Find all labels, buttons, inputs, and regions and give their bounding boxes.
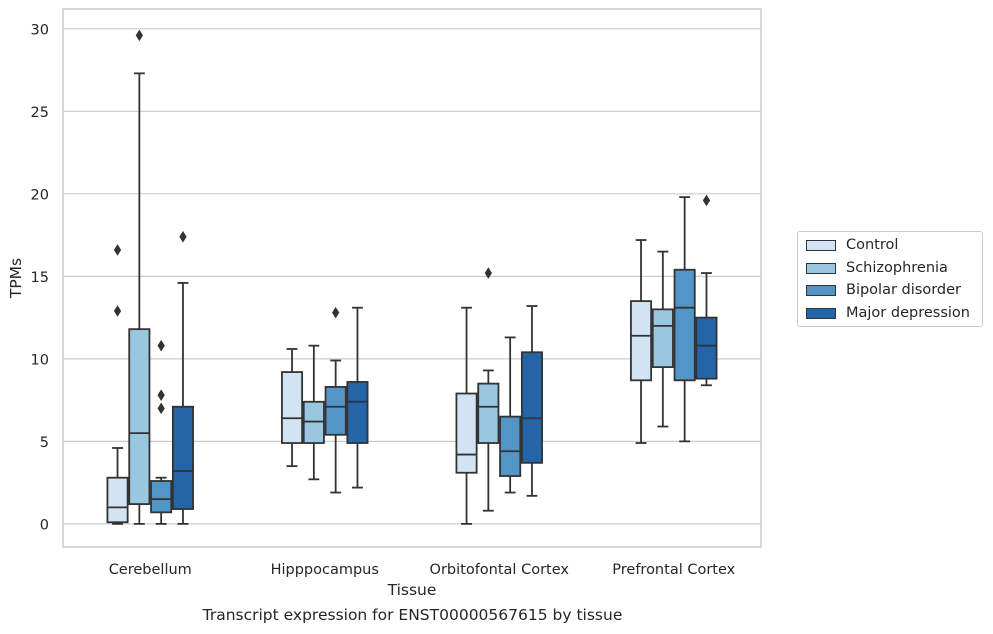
box-cerebellum-control-outlier-0 — [113, 305, 122, 317]
box-prefrontal-cortex-major-depression-outlier-0 — [702, 194, 711, 207]
y-tick-label-25: 25 — [31, 105, 49, 121]
legend-label-major-depression: Major depression — [846, 305, 970, 321]
box-orbitofontal-cortex-control-iqr — [455, 392, 478, 474]
chart-legend: Control Schizophrenia Bipolar disorder M… — [797, 231, 983, 327]
box-cerebellum-schizophrenia — [128, 29, 151, 525]
box-cerebellum-bipolar-disorder-outlier-1 — [157, 389, 165, 402]
grid-lines — [63, 28, 761, 525]
y-axis-label: TPMs — [7, 258, 25, 299]
legend-item-bipolar-disorder: Bipolar disorder — [806, 281, 961, 299]
legend-swatch-control — [806, 239, 836, 251]
box-orbitofontal-cortex-schizophrenia — [477, 267, 500, 512]
box-plot-area — [106, 29, 718, 525]
box-cerebellum-bipolar-disorder-outlier-2 — [157, 339, 165, 352]
box-cerebellum-control-outlier-1 — [113, 244, 122, 256]
box-hipppocampus-major-depression — [346, 306, 369, 489]
legend-swatch-bipolar-disorder — [806, 284, 836, 296]
box-cerebellum-schizophrenia-outlier-0 — [135, 29, 144, 42]
legend-swatch-schizophrenia — [806, 262, 836, 274]
x-tick-label-prefrontal-cortex: Prefrontal Cortex — [612, 562, 735, 578]
box-orbitofontal-cortex-schizophrenia-iqr — [477, 382, 500, 444]
y-tick-label-20: 20 — [31, 187, 49, 203]
x-axis-ticks: Cerebellum Hipppocampus Orbitofontal Corte… — [109, 562, 736, 578]
box-cerebellum-bipolar-disorder-outlier-0 — [157, 402, 165, 415]
box-cerebellum-major-depression-iqr — [171, 405, 194, 510]
box-hipppocampus-bipolar-disorder — [324, 306, 347, 494]
box-orbitofontal-cortex-schizophrenia-outlier-0 — [484, 267, 493, 279]
y-tick-label-5: 5 — [40, 435, 49, 451]
x-tick-label-orbitofontal-cortex: Orbitofontal Cortex — [430, 562, 570, 578]
legend-item-major-depression: Major depression — [806, 304, 970, 322]
box-cerebellum-schizophrenia-iqr — [128, 328, 151, 505]
x-tick-label-hipppocampus: Hipppocampus — [271, 562, 379, 578]
plot-frame — [62, 8, 762, 548]
figure-caption: Transcript expression for ENST0000056761… — [202, 606, 623, 624]
box-hipppocampus-control-iqr — [281, 371, 304, 444]
box-orbitofontal-cortex-major-depression — [520, 305, 543, 497]
box-cerebellum-control — [106, 244, 129, 525]
box-hipppocampus-bipolar-disorder-iqr — [324, 386, 347, 436]
legend-item-control: Control — [806, 236, 898, 254]
y-tick-label-0: 0 — [40, 517, 49, 533]
box-cerebellum-major-depression-outlier-0 — [179, 230, 187, 243]
box-cerebellum-control-iqr — [106, 476, 129, 524]
box-prefrontal-cortex-major-depression — [695, 194, 718, 387]
box-hipppocampus-schizophrenia — [302, 344, 325, 481]
box-cerebellum-bipolar-disorder — [150, 339, 173, 525]
box-orbitofontal-cortex-bipolar-disorder-iqr — [499, 415, 522, 477]
x-axis-label: Tissue — [387, 581, 437, 599]
box-hipppocampus-major-depression-iqr — [346, 381, 369, 444]
y-axis-ticks: 0 5 10 15 20 25 30 — [31, 22, 49, 533]
legend-swatch-major-depression — [806, 307, 836, 319]
box-cerebellum-bipolar-disorder-iqr — [150, 480, 173, 514]
box-prefrontal-cortex-major-depression-iqr — [695, 316, 718, 380]
box-prefrontal-cortex-bipolar-disorder — [673, 196, 696, 443]
x-tick-label-cerebellum: Cerebellum — [109, 562, 192, 578]
box-cerebellum-major-depression — [171, 230, 194, 525]
y-tick-label-30: 30 — [31, 22, 49, 38]
box-orbitofontal-cortex-major-depression-iqr — [520, 351, 543, 464]
legend-label-control: Control — [846, 237, 899, 253]
legend-label-schizophrenia: Schizophrenia — [846, 260, 948, 276]
box-prefrontal-cortex-bipolar-disorder-iqr — [673, 268, 696, 382]
box-prefrontal-cortex-control-iqr — [630, 300, 653, 382]
box-prefrontal-cortex-schizophrenia — [651, 250, 674, 428]
y-tick-label-15: 15 — [31, 270, 49, 286]
box-hipppocampus-bipolar-disorder-outlier-0 — [331, 306, 340, 319]
box-prefrontal-cortex-control — [630, 239, 653, 444]
box-prefrontal-cortex-schizophrenia-iqr — [651, 308, 674, 369]
box-orbitofontal-cortex-control — [455, 306, 478, 525]
box-hipppocampus-control — [281, 348, 304, 468]
y-tick-label-10: 10 — [31, 352, 49, 368]
legend-item-schizophrenia: Schizophrenia — [806, 259, 948, 277]
legend-label-bipolar-disorder: Bipolar disorder — [846, 282, 961, 298]
box-orbitofontal-cortex-bipolar-disorder — [499, 336, 522, 494]
